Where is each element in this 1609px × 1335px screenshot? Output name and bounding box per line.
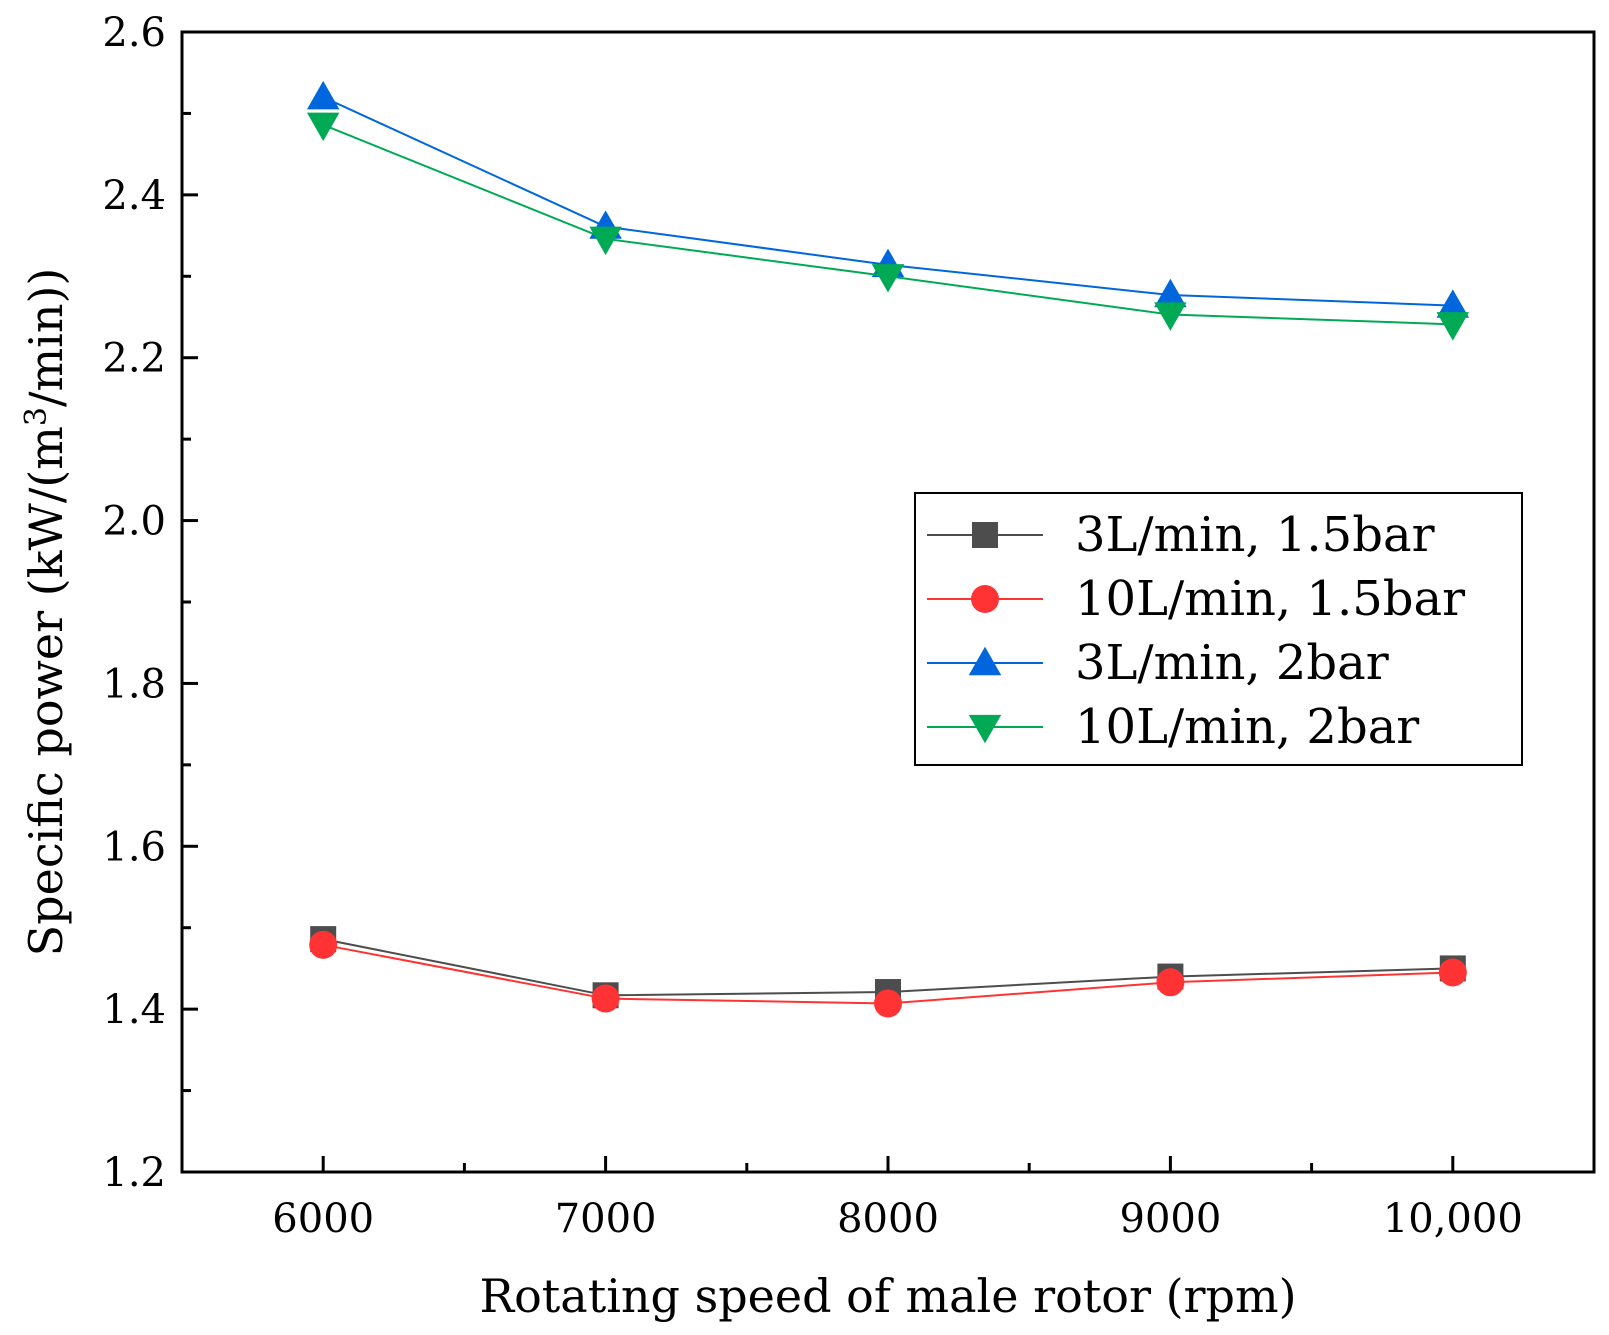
data-point xyxy=(306,112,340,142)
data-point xyxy=(1154,278,1187,308)
x-tick-label: 7000 xyxy=(555,1196,657,1242)
legend-item: 3L/min, 1.5bar xyxy=(927,507,1435,563)
series-4 xyxy=(306,112,1470,341)
data-point xyxy=(871,264,905,293)
y-tick-label: 1.8 xyxy=(102,661,166,707)
y-tick-label: 2.6 xyxy=(102,10,166,56)
data-point xyxy=(1436,289,1470,318)
legend-marker xyxy=(968,714,1002,744)
data-point xyxy=(874,989,902,1018)
y-tick-label: 1.4 xyxy=(102,987,166,1033)
x-axis: 6000 7000 8000 9000 10,000 xyxy=(272,1156,1523,1242)
x-tick-label: 10,000 xyxy=(1383,1196,1523,1242)
legend-marker xyxy=(971,585,999,613)
legend-items: 3L/min, 1.5bar 10L/min, 1.5bar 3L/min, 2ba… xyxy=(927,507,1465,755)
x-axis-title: Rotating speed of male rotor (rpm) xyxy=(479,1269,1296,1323)
legend-label: 3L/min, 1.5bar xyxy=(1075,507,1435,563)
y-tick-label: 1.6 xyxy=(102,824,166,870)
legend-label: 10L/min, 1.5bar xyxy=(1075,571,1465,627)
x-tick-label: 8000 xyxy=(837,1196,939,1242)
series-2 xyxy=(309,930,1467,1018)
legend-label: 10L/min, 2bar xyxy=(1075,699,1419,755)
y-axis-title-sup: 3 xyxy=(19,407,54,426)
legend-item: 3L/min, 2bar xyxy=(927,635,1389,691)
data-point xyxy=(1154,302,1187,331)
y-tick-label: 2.4 xyxy=(102,173,166,219)
x-tick-label: 9000 xyxy=(1120,1196,1222,1242)
data-point xyxy=(591,984,620,1013)
y-axis: 1.2 1.4 1.6 1.8 2.0 2.2 2.4 2.6 xyxy=(102,10,198,1196)
legend-label: 3L/min, 2bar xyxy=(1075,635,1389,691)
legend-item: 10L/min, 2bar xyxy=(927,699,1419,755)
series-layer xyxy=(306,80,1470,1018)
series-line xyxy=(322,123,1453,326)
legend-frame xyxy=(914,492,1523,766)
y-tick-label: 2.2 xyxy=(102,336,166,382)
y-axis-title-prefix: Specific power (kW/(m xyxy=(19,426,73,956)
data-point xyxy=(1156,968,1185,997)
data-point xyxy=(306,80,340,110)
data-point xyxy=(589,226,622,256)
y-axis-title: Specific power (kW/(m3/min)) xyxy=(19,268,73,957)
data-point xyxy=(309,930,338,959)
data-point xyxy=(1436,312,1470,341)
x-tick-label: 6000 xyxy=(272,1196,374,1242)
legend-item: 10L/min, 1.5bar xyxy=(927,571,1465,627)
legend-marker xyxy=(968,646,1002,676)
legend: 3L/min, 1.5bar 10L/min, 1.5bar 3L/min, 2ba… xyxy=(914,492,1523,766)
data-point xyxy=(1438,958,1467,987)
legend-marker xyxy=(972,522,998,548)
y-axis-title-suffix: /min)) xyxy=(19,268,73,407)
y-tick-label: 1.2 xyxy=(102,1150,166,1196)
y-tick-label: 2.0 xyxy=(102,499,166,545)
